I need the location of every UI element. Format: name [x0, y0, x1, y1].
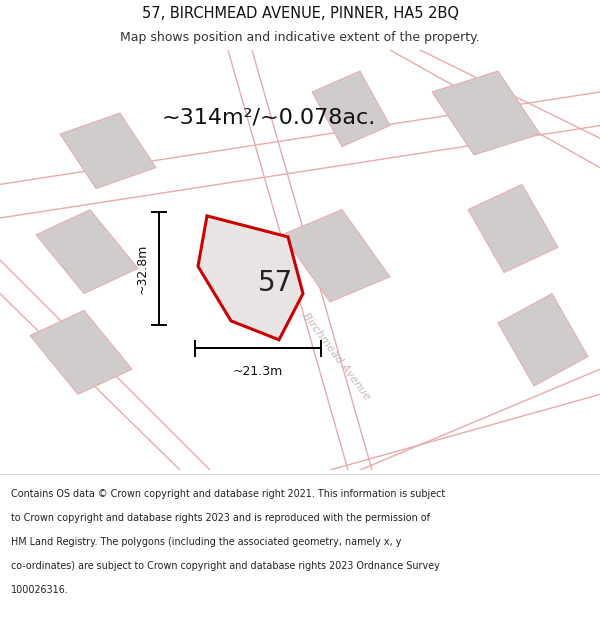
- Text: HM Land Registry. The polygons (including the associated geometry, namely x, y: HM Land Registry. The polygons (includin…: [11, 537, 401, 547]
- Text: ~314m²/~0.078ac.: ~314m²/~0.078ac.: [162, 107, 376, 127]
- Text: Contains OS data © Crown copyright and database right 2021. This information is : Contains OS data © Crown copyright and d…: [11, 489, 445, 499]
- Polygon shape: [282, 209, 390, 302]
- Text: ~21.3m: ~21.3m: [233, 365, 283, 378]
- Polygon shape: [498, 294, 588, 386]
- Text: Birchmead Avenue: Birchmead Avenue: [300, 311, 372, 402]
- Text: 100026316.: 100026316.: [11, 585, 68, 595]
- Text: Map shows position and indicative extent of the property.: Map shows position and indicative extent…: [120, 31, 480, 44]
- Polygon shape: [30, 311, 132, 394]
- Text: 57: 57: [257, 269, 293, 297]
- Text: co-ordinates) are subject to Crown copyright and database rights 2023 Ordnance S: co-ordinates) are subject to Crown copyr…: [11, 561, 440, 571]
- Text: ~32.8m: ~32.8m: [136, 243, 149, 294]
- Text: to Crown copyright and database rights 2023 and is reproduced with the permissio: to Crown copyright and database rights 2…: [11, 512, 430, 522]
- Polygon shape: [198, 216, 303, 340]
- Text: 57, BIRCHMEAD AVENUE, PINNER, HA5 2BQ: 57, BIRCHMEAD AVENUE, PINNER, HA5 2BQ: [142, 6, 458, 21]
- Polygon shape: [468, 184, 558, 272]
- Polygon shape: [60, 113, 156, 189]
- Polygon shape: [312, 71, 390, 147]
- Polygon shape: [432, 71, 540, 155]
- Polygon shape: [36, 209, 138, 294]
